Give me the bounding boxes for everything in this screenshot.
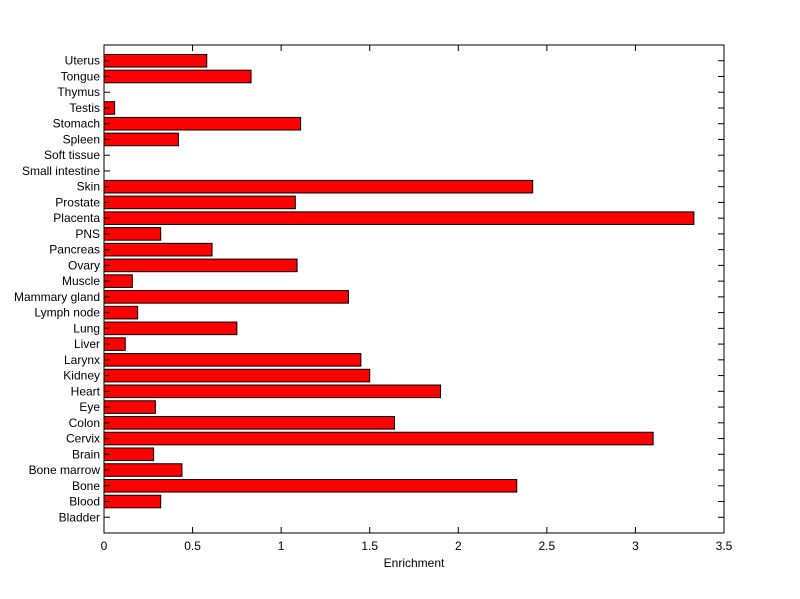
y-tick-label: PNS xyxy=(75,227,100,241)
y-tick-label: Bladder xyxy=(59,510,100,524)
y-tick-label: Thymus xyxy=(57,85,100,99)
x-tick-label: 3.5 xyxy=(716,539,733,553)
y-tick-label: Colon xyxy=(69,416,100,430)
bar xyxy=(103,69,252,84)
y-tick-label: Soft tissue xyxy=(44,148,100,162)
y-tick-label: Brain xyxy=(72,447,100,461)
bar xyxy=(103,478,518,493)
bar xyxy=(103,400,156,414)
bar xyxy=(103,384,442,399)
x-tick-label: 3 xyxy=(632,539,639,553)
bar xyxy=(103,132,179,147)
ticks-layer xyxy=(103,45,725,533)
y-tick-label: Testis xyxy=(69,101,100,115)
y-tick-label: Prostate xyxy=(55,195,100,209)
y-tick-label: Larynx xyxy=(64,353,100,367)
bar xyxy=(103,195,296,210)
bar xyxy=(103,447,155,462)
y-tick-label: Uterus xyxy=(65,54,100,68)
y-tick-label: Kidney xyxy=(63,369,100,383)
y-tick-label: Stomach xyxy=(53,117,100,131)
x-tick-label: 0.5 xyxy=(184,539,201,553)
bar xyxy=(103,431,654,446)
bar xyxy=(103,463,183,477)
x-tick-label: 1 xyxy=(278,539,285,553)
bar xyxy=(103,116,302,131)
bar xyxy=(103,53,208,68)
bar xyxy=(103,227,162,241)
bar xyxy=(103,321,238,336)
y-tick-label: Ovary xyxy=(68,258,100,272)
x-axis-title: Enrichment xyxy=(384,556,445,570)
y-tick-label: Bone marrow xyxy=(29,463,101,477)
bar xyxy=(103,290,349,304)
y-tick-label: Small intestine xyxy=(22,164,100,178)
y-tick-label: Cervix xyxy=(66,432,100,446)
bar xyxy=(103,242,213,257)
y-tick-label: Tongue xyxy=(61,69,101,83)
y-tick-label: Muscle xyxy=(62,274,100,288)
bar xyxy=(103,258,298,273)
y-tick-label: Bone xyxy=(72,479,100,493)
y-tick-label: Lung xyxy=(73,321,100,335)
bar xyxy=(103,494,162,509)
bar xyxy=(103,368,371,383)
plot-frame xyxy=(103,44,725,534)
x-tick-label: 2 xyxy=(455,539,462,553)
bar xyxy=(103,353,362,367)
y-tick-label: Spleen xyxy=(63,132,100,146)
y-tick-label: Pancreas xyxy=(49,243,100,257)
x-tick-label: 0 xyxy=(101,539,108,553)
x-tick-label: 1.5 xyxy=(361,539,378,553)
bar xyxy=(103,416,396,430)
bar xyxy=(103,211,695,225)
y-tick-label: Lymph node xyxy=(34,306,100,320)
bar xyxy=(103,179,534,194)
y-tick-label: Placenta xyxy=(53,211,100,225)
y-tick-label: Mammary gland xyxy=(14,290,100,304)
y-tick-label: Heart xyxy=(71,384,101,398)
y-tick-label: Blood xyxy=(69,495,100,509)
y-tick-label: Skin xyxy=(77,180,100,194)
y-tick-label: Liver xyxy=(74,337,100,351)
y-tick-label: Eye xyxy=(79,400,100,414)
x-tick-label: 2.5 xyxy=(539,539,556,553)
